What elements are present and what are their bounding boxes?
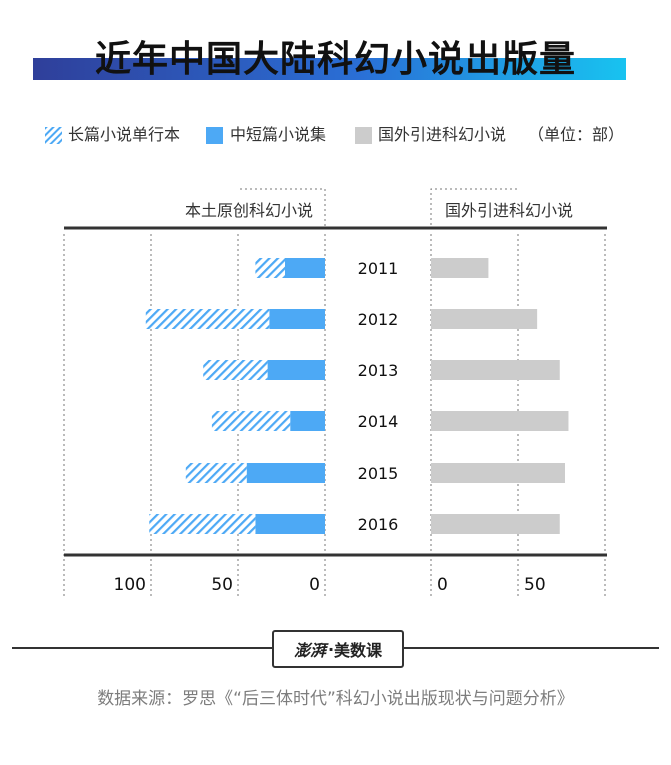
bar-collection-2013 — [267, 360, 325, 380]
bar-imported-2016 — [431, 514, 560, 534]
bar-collection-2011 — [284, 258, 325, 278]
tick-left-0: 0 — [309, 575, 320, 595]
tick-left-100: 100 — [114, 575, 146, 595]
panel-title-right: 国外引进科幻小说 — [445, 201, 573, 220]
chart-area: 本土原创科幻小说 国外引进科幻小说 2011 2012 2013 2014 2015 2016… — [63, 188, 607, 598]
panel-bracket-right — [430, 188, 517, 226]
hatch-swatch-icon — [45, 127, 62, 144]
brand-name: 澎湃 — [293, 641, 326, 660]
title-band — [33, 58, 626, 80]
year-label-2016: 2016 — [358, 515, 399, 534]
brand-separator: · — [327, 639, 335, 659]
chart-title: 近年中国大陆科幻小说出版量 — [94, 39, 576, 80]
year-label-2015: 2015 — [358, 464, 399, 483]
bar-novel-2016 — [149, 514, 256, 534]
bar-novel-2012 — [145, 309, 270, 329]
brand-column: 美数课 — [334, 641, 383, 660]
legend-label-imported: 国外引进科幻小说 — [378, 125, 507, 144]
bar-imported-2011 — [431, 258, 489, 278]
legend-label-collection: 中短篇小说集 — [230, 125, 327, 144]
bar-imported-2013 — [431, 360, 560, 380]
divider-left — [12, 647, 272, 649]
bar-imported-2015 — [431, 463, 565, 483]
panel-title-left: 本土原创科幻小说 — [185, 201, 313, 220]
year-label-2013: 2013 — [358, 361, 399, 380]
brand-logo: 澎湃 · 美数课 — [272, 630, 404, 668]
bar-imported-2012 — [431, 309, 538, 329]
bar-novel-2015 — [185, 463, 247, 483]
data-source: 数据来源：罗思《“后三体时代”科幻小说出版现状与问题分析》 — [97, 689, 574, 709]
bar-collection-2015 — [246, 463, 325, 483]
legend-swatch-solid — [206, 127, 223, 144]
bar-collection-2012 — [269, 309, 325, 329]
year-label-2012: 2012 — [358, 310, 399, 329]
year-label-2014: 2014 — [358, 412, 399, 431]
bar-novel-2014 — [211, 411, 291, 431]
bar-novel-2013 — [203, 360, 268, 380]
tick-left-50: 50 — [211, 575, 233, 595]
legend-label-novel: 长篇小说单行本 — [68, 125, 181, 144]
legend-unit: （单位：部） — [528, 125, 625, 144]
legend-swatch-gray — [355, 127, 372, 144]
tick-right-0: 0 — [437, 575, 448, 595]
bar-imported-2014 — [431, 411, 569, 431]
legend-swatch-hatched — [45, 127, 62, 144]
bar-collection-2016 — [255, 514, 325, 534]
divider-right — [400, 647, 659, 649]
year-label-2011: 2011 — [358, 259, 399, 278]
panel-bracket-left — [240, 188, 326, 226]
tick-right-50: 50 — [524, 575, 546, 595]
bar-collection-2014 — [290, 411, 325, 431]
bar-novel-2011 — [255, 258, 285, 278]
